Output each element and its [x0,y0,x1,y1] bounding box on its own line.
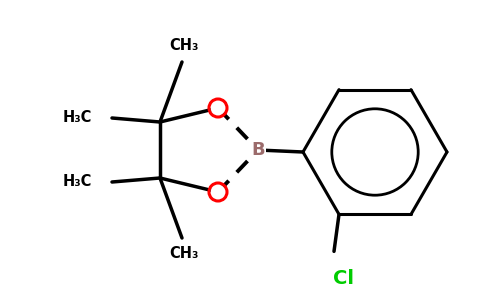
Text: H₃C: H₃C [62,175,92,190]
Circle shape [211,100,226,116]
Text: Cl: Cl [333,269,354,288]
Text: B: B [251,141,265,159]
Text: CH₃: CH₃ [169,247,199,262]
Text: CH₃: CH₃ [169,38,199,53]
Text: H₃C: H₃C [62,110,92,125]
Circle shape [211,184,226,200]
